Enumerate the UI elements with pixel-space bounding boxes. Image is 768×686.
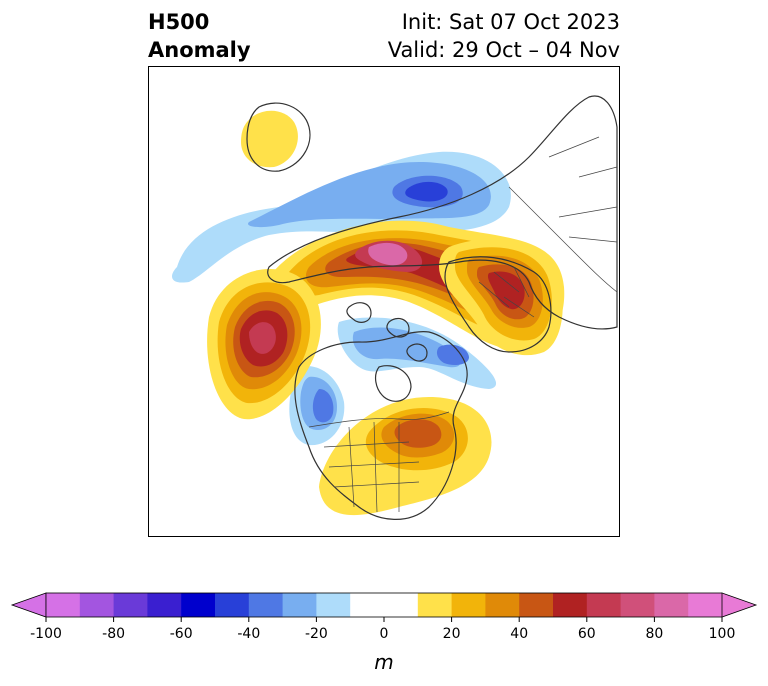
colorbar-swatch xyxy=(485,593,520,617)
colorbar-tick-label: -20 xyxy=(305,626,328,642)
colorbar-swatch xyxy=(519,593,554,617)
us-states-grid-2 xyxy=(328,461,420,468)
blue-us-west-core xyxy=(312,389,334,423)
title-left: H500 Anomaly xyxy=(148,8,251,64)
greenland-coast xyxy=(246,102,311,172)
colorbar-swatch xyxy=(181,593,216,617)
coastlines xyxy=(246,95,618,520)
europe-borders xyxy=(478,266,535,318)
blue-canada-mid xyxy=(352,327,461,368)
colorbar-swatch xyxy=(384,593,419,617)
warm-alaska-6 xyxy=(249,322,276,354)
colorbar-ticks: -100 -80 -60 -40 -20 0 20 40 60 80 100 xyxy=(30,617,735,642)
positive-anomaly-contours xyxy=(207,110,565,516)
us-states-grid-1 xyxy=(323,441,410,448)
title-variable: H500 xyxy=(148,10,210,34)
asia-borders xyxy=(548,136,618,243)
us-states-grid-5 xyxy=(373,421,378,513)
colorbar-extend-max xyxy=(721,592,758,618)
warm-us-east-4 xyxy=(394,419,442,448)
colorbar-tick-label: -80 xyxy=(102,626,125,642)
colorbar: -100 -80 -60 -40 -20 0 20 40 60 80 100 m xyxy=(10,592,758,674)
us-states-grid-3 xyxy=(333,481,420,488)
colorbar-swatch xyxy=(654,593,689,617)
country-borders xyxy=(308,136,618,513)
eurasia-coast xyxy=(267,95,618,330)
colorbar-tick-label: 60 xyxy=(578,626,596,642)
arctic-islands-3 xyxy=(406,343,428,362)
init-time: Init: Sat 07 Oct 2023 xyxy=(401,10,620,34)
blue-canada-core xyxy=(436,344,469,365)
colorbar-unit-label: m xyxy=(374,650,393,674)
colorbar-swatch xyxy=(620,593,655,617)
colorbar-tick-label: 40 xyxy=(510,626,528,642)
arctic-islands-1 xyxy=(346,302,372,323)
map-panel xyxy=(148,66,620,537)
colorbar-tick-label: 80 xyxy=(645,626,663,642)
colorbar-swatch xyxy=(46,593,81,617)
hudson-bay xyxy=(374,365,412,402)
colorbar-swatch xyxy=(417,593,453,617)
title-field: Anomaly xyxy=(148,38,251,62)
colorbar-tick-label: -60 xyxy=(170,626,193,642)
colorbar-tick-label: -100 xyxy=(30,626,62,642)
colorbar-swatch xyxy=(248,593,284,617)
colorbar-tick-label: 20 xyxy=(443,626,461,642)
russia-border xyxy=(508,186,618,293)
title-right: Init: Sat 07 Oct 2023 Valid: 29 Oct – 04… xyxy=(388,8,620,64)
colorbar-swatch xyxy=(147,593,182,617)
colorbar-swatch xyxy=(316,593,351,617)
colorbar-swatch xyxy=(553,593,588,617)
us-canada-border xyxy=(308,411,450,428)
north-america-coast xyxy=(294,330,468,520)
colorbar-swatch xyxy=(113,593,148,617)
us-states-grid-4 xyxy=(348,426,355,508)
colorbar-extend-min xyxy=(10,592,47,618)
anomaly-map xyxy=(172,95,618,520)
colorbar-swatch xyxy=(451,593,486,617)
warm-greenland xyxy=(241,110,298,168)
colorbar-swatch xyxy=(79,593,115,617)
warm-europe-5 xyxy=(487,271,525,310)
colorbar-swatches xyxy=(10,592,758,618)
colorbar-swatch xyxy=(215,593,250,617)
colorbar-swatch xyxy=(350,593,385,617)
europe-coast xyxy=(444,256,552,353)
colorbar-tick-label: 100 xyxy=(709,626,736,642)
arctic-islands-2 xyxy=(386,317,410,338)
blue-arctic-center xyxy=(405,181,448,202)
colorbar-swatch xyxy=(586,593,622,617)
colorbar-swatch xyxy=(688,593,723,617)
warm-siberia-7 xyxy=(368,242,408,266)
colorbar-tick-label: 0 xyxy=(380,626,389,642)
valid-range: Valid: 29 Oct – 04 Nov xyxy=(387,38,620,62)
colorbar-swatch xyxy=(282,593,317,617)
colorbar-tick-label: -40 xyxy=(237,626,260,642)
